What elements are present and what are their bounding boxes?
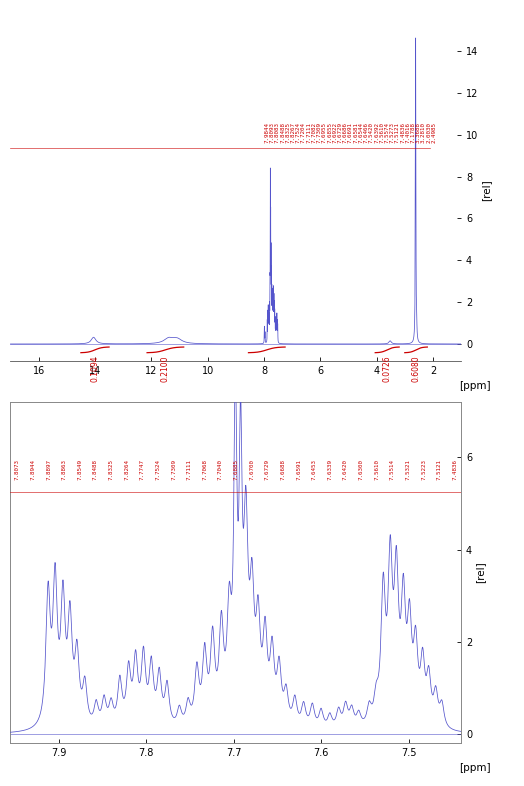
Text: 2.0030: 2.0030 [427, 122, 431, 143]
Text: 7.6729: 7.6729 [337, 122, 343, 143]
Text: 7.8549: 7.8549 [78, 459, 82, 480]
Text: 7.8325: 7.8325 [286, 122, 290, 143]
Text: 0.0726: 0.0726 [383, 355, 391, 382]
Text: 7.1788: 7.1788 [411, 122, 416, 143]
Text: 7.5321: 7.5321 [406, 459, 410, 480]
Text: 7.7309: 7.7309 [316, 122, 322, 143]
Text: 7.5514: 7.5514 [390, 459, 395, 480]
Text: 0.1094: 0.1094 [91, 355, 100, 382]
Text: 7.5574: 7.5574 [385, 122, 389, 143]
Text: 7.6688: 7.6688 [280, 459, 286, 480]
Text: 7.6339: 7.6339 [328, 459, 332, 480]
Text: 7.6691: 7.6691 [348, 122, 353, 143]
Text: 7.4836: 7.4836 [452, 459, 457, 480]
Text: 7.6686: 7.6686 [343, 122, 348, 143]
Text: 7.7040: 7.7040 [218, 459, 223, 480]
Text: 7.7524: 7.7524 [156, 459, 160, 480]
Text: 7.5121: 7.5121 [436, 459, 442, 480]
Text: 7.8488: 7.8488 [93, 459, 98, 480]
Text: 7.8083: 7.8083 [275, 122, 280, 143]
Text: 7.5121: 7.5121 [395, 122, 400, 143]
Text: 7.6466: 7.6466 [364, 122, 369, 143]
Text: 7.7068: 7.7068 [202, 459, 208, 480]
Text: 7.6544: 7.6544 [358, 122, 364, 143]
Text: 7.7111: 7.7111 [307, 122, 311, 143]
Text: 7.6700: 7.6700 [249, 459, 254, 480]
Text: 7.8267: 7.8267 [291, 122, 296, 143]
Text: 7.9844: 7.9844 [265, 122, 269, 143]
Text: 7.6885: 7.6885 [234, 459, 238, 480]
Text: 7.5610: 7.5610 [374, 459, 379, 480]
Text: 3.3688: 3.3688 [416, 122, 421, 143]
X-axis label: [ppm]: [ppm] [459, 381, 490, 391]
X-axis label: [ppm]: [ppm] [459, 763, 490, 773]
Text: 2.4985: 2.4985 [432, 122, 436, 143]
Text: 3.2810: 3.2810 [421, 122, 426, 143]
Text: 7.7111: 7.7111 [187, 459, 192, 480]
Text: 0.6080: 0.6080 [411, 355, 421, 382]
Y-axis label: [rel]: [rel] [475, 561, 485, 583]
Text: 7.6955: 7.6955 [322, 122, 327, 143]
Text: 7.6300: 7.6300 [358, 459, 364, 480]
Text: 7.8863: 7.8863 [62, 459, 67, 480]
Text: 7.8488: 7.8488 [280, 122, 285, 143]
Text: 7.7204: 7.7204 [301, 122, 306, 143]
Text: 7.8325: 7.8325 [108, 459, 114, 480]
Text: 7.7524: 7.7524 [296, 122, 301, 143]
Text: 7.5223: 7.5223 [421, 459, 426, 480]
Y-axis label: [rel]: [rel] [481, 179, 491, 201]
Text: 7.6392: 7.6392 [374, 122, 379, 143]
Text: 7.4016: 7.4016 [406, 122, 410, 143]
Text: 7.8264: 7.8264 [124, 459, 129, 480]
Text: 7.8944: 7.8944 [30, 459, 36, 480]
Text: 7.7309: 7.7309 [171, 459, 176, 480]
Text: 7.6855: 7.6855 [327, 122, 332, 143]
Text: 7.8093: 7.8093 [270, 122, 275, 143]
Text: 0.2100: 0.2100 [161, 355, 170, 382]
Text: 7.6581: 7.6581 [353, 122, 358, 143]
Text: 7.6729: 7.6729 [265, 459, 270, 480]
Text: 7.7082: 7.7082 [311, 122, 316, 143]
Text: 7.6591: 7.6591 [296, 459, 301, 480]
Text: 7.6922: 7.6922 [332, 122, 337, 143]
Text: 7.8073: 7.8073 [15, 459, 20, 480]
Text: 7.6453: 7.6453 [312, 459, 316, 480]
Text: 7.5610: 7.5610 [379, 122, 384, 143]
Text: 7.5420: 7.5420 [369, 122, 374, 143]
Text: 7.4836: 7.4836 [400, 122, 405, 143]
Text: 7.5273: 7.5273 [390, 122, 395, 143]
Text: 7.6420: 7.6420 [343, 459, 348, 480]
Text: 7.7747: 7.7747 [140, 459, 145, 480]
Text: 7.8897: 7.8897 [46, 459, 51, 480]
